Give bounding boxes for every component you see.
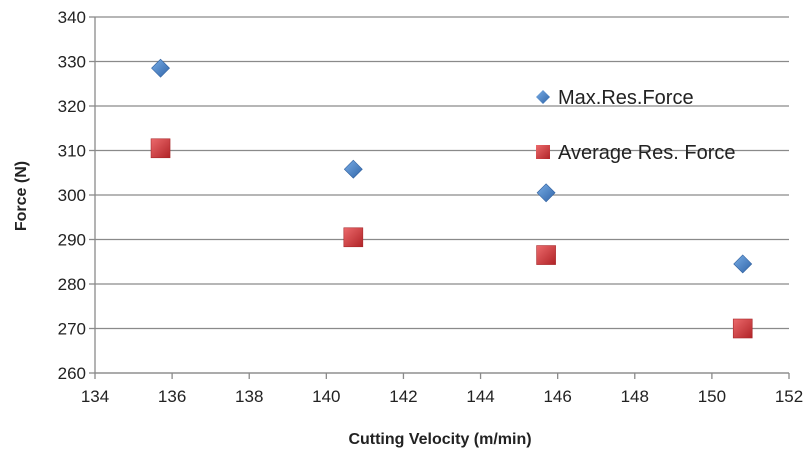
y-tick-label: 300 — [58, 186, 86, 205]
x-tick-label: 138 — [235, 387, 263, 406]
y-tick-label: 280 — [58, 275, 86, 294]
y-tick-label: 290 — [58, 231, 86, 250]
x-tick-label: 152 — [775, 387, 803, 406]
x-tick-label: 134 — [81, 387, 109, 406]
legend-label: Average Res. Force — [558, 142, 736, 164]
x-tick-label: 148 — [621, 387, 649, 406]
y-tick-label: 340 — [58, 8, 86, 27]
legend-square-icon — [536, 145, 550, 159]
legend-label: Max.Res.Force — [558, 87, 694, 109]
y-tick-label: 270 — [58, 320, 86, 339]
y-tick-label: 260 — [58, 364, 86, 383]
average-res-force-point — [150, 138, 171, 159]
y-tick-label: 310 — [58, 142, 86, 161]
max-res-force-point — [536, 183, 556, 203]
chart-legend: Max.Res.Force Average Res. Force — [536, 87, 736, 164]
average-res-force-point — [343, 227, 364, 248]
x-tick-label: 136 — [158, 387, 186, 406]
x-tick-label: 142 — [389, 387, 417, 406]
y-tick-label: 330 — [58, 53, 86, 72]
max-res-force-point — [151, 58, 170, 78]
max-res-force-point — [343, 159, 363, 179]
x-axis-title: Cutting Velocity (m/min) — [348, 431, 531, 448]
average-res-force-point — [536, 245, 556, 265]
average-res-force-point — [732, 318, 753, 339]
y-tick-label: 320 — [58, 97, 86, 116]
x-tick-label: 150 — [698, 387, 726, 406]
x-tick-label: 140 — [312, 387, 340, 406]
max-res-force-point — [733, 254, 753, 274]
y-axis-title: Force (N) — [13, 161, 30, 231]
legend-diamond-icon — [536, 90, 550, 104]
x-tick-label: 144 — [466, 387, 494, 406]
plot-area: 260 270 280 290 300 310 320 330 340 134 136 138 140 1… — [58, 8, 804, 406]
x-tick-label: 146 — [543, 387, 571, 406]
